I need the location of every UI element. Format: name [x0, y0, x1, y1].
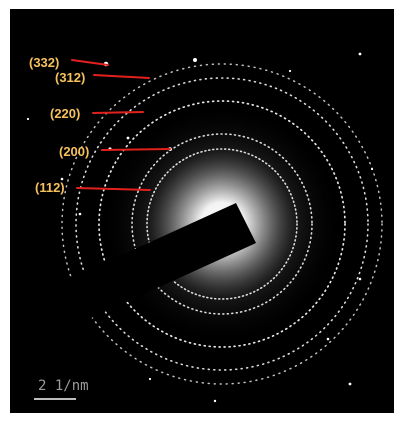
diffraction-image: (332) (312) (220) (200) (112) 2 1/nm [10, 9, 394, 413]
ring-112 [146, 148, 298, 300]
ring-332 [61, 63, 383, 385]
hkl-label-220: (220) [50, 106, 81, 121]
diffraction-pattern [10, 52, 383, 403]
hkl-label-312: (312) [55, 70, 86, 85]
pointer-312 [93, 74, 150, 79]
pointer-112 [76, 187, 151, 191]
beam-stopper [10, 203, 256, 355]
scale-bar-label: 2 1/nm [38, 378, 89, 394]
hkl-label-332: (332) [29, 55, 60, 70]
hkl-label-200: (200) [59, 144, 90, 159]
ring-312 [75, 77, 369, 371]
pointer-332 [71, 59, 109, 66]
pointer-220 [92, 111, 144, 114]
ring-200 [131, 133, 313, 315]
pointer-200 [101, 148, 171, 151]
hkl-label-112: (112) [35, 180, 65, 195]
scale-bar [34, 398, 76, 400]
ring-220 [98, 100, 346, 348]
